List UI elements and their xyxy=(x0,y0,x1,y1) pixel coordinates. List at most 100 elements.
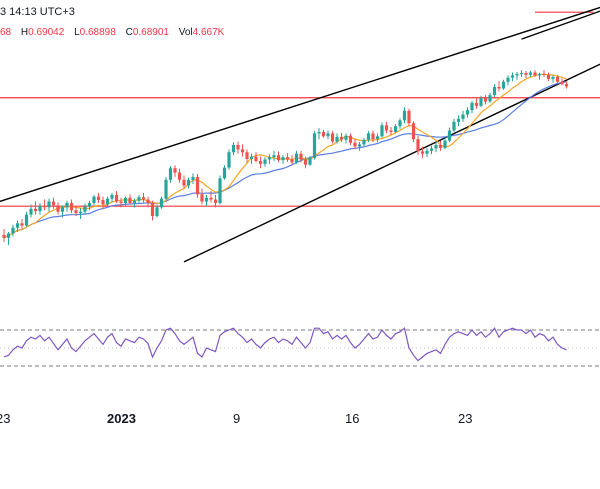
candle xyxy=(213,194,218,208)
candle-body xyxy=(317,131,321,134)
candle xyxy=(524,71,528,79)
candle-body xyxy=(452,121,456,131)
candle-body xyxy=(11,227,15,234)
rsi-pane[interactable] xyxy=(0,293,600,403)
candle-body xyxy=(78,211,83,214)
candle xyxy=(294,150,299,164)
candle xyxy=(416,135,420,156)
price-pane[interactable] xyxy=(0,0,600,290)
candle-body xyxy=(456,118,461,122)
candle-body xyxy=(218,178,222,203)
candle-body xyxy=(339,136,344,140)
candle-body xyxy=(353,142,357,147)
candle-body xyxy=(164,179,168,199)
channel-line-1 xyxy=(183,63,600,263)
candle xyxy=(38,203,42,215)
candle-body xyxy=(506,77,510,82)
open-value: 68 xyxy=(0,27,12,38)
candle xyxy=(24,211,29,227)
candle-body xyxy=(83,206,87,212)
candle-body xyxy=(546,74,551,79)
candle xyxy=(501,79,506,90)
candle-body xyxy=(510,75,515,78)
candle xyxy=(542,70,546,77)
candle-body xyxy=(258,160,263,164)
candle-body xyxy=(240,149,245,153)
candle-body xyxy=(335,136,339,142)
candle xyxy=(186,177,191,189)
candle-body xyxy=(2,234,6,238)
candle xyxy=(510,72,515,82)
candle-body xyxy=(38,205,42,212)
candle xyxy=(15,220,20,232)
candle-body xyxy=(564,84,569,87)
candle xyxy=(51,197,56,209)
close-value: 0.68901 xyxy=(132,27,169,38)
candle xyxy=(393,124,398,134)
candle xyxy=(425,147,429,158)
candle-body xyxy=(128,197,132,203)
candle-body xyxy=(191,176,195,180)
candle xyxy=(60,205,65,218)
candle-body xyxy=(87,203,92,207)
candle-body xyxy=(308,158,312,165)
candle-body xyxy=(186,179,191,186)
candle-body xyxy=(407,110,411,124)
candle-body xyxy=(299,153,303,160)
candle-body xyxy=(537,73,542,76)
candle-body xyxy=(173,168,177,173)
candle xyxy=(195,174,200,198)
candle xyxy=(11,224,15,237)
volume-value: 4.667K xyxy=(192,27,225,38)
candle xyxy=(267,154,272,164)
candle-body xyxy=(560,81,564,85)
candle xyxy=(20,218,24,230)
candle xyxy=(474,98,479,109)
candle xyxy=(434,142,438,153)
candle-body xyxy=(6,233,11,238)
candle-body xyxy=(92,196,96,203)
candle-body xyxy=(114,194,119,202)
candle-body xyxy=(357,144,362,147)
time-axis-label: 23 xyxy=(458,411,472,426)
candle xyxy=(240,144,245,157)
candle-body xyxy=(398,120,402,127)
candle-body xyxy=(231,145,236,153)
candle xyxy=(479,95,483,108)
candle-body xyxy=(182,179,186,186)
candle xyxy=(326,130,330,140)
candle-body xyxy=(20,223,24,226)
candle xyxy=(155,204,159,218)
candle-body xyxy=(425,150,429,154)
candle xyxy=(429,145,434,155)
candle xyxy=(258,156,263,169)
candle-body xyxy=(56,205,60,212)
candle xyxy=(276,151,281,163)
candle xyxy=(164,176,168,201)
candle-body xyxy=(236,145,240,150)
time-axis[interactable]: 23 2023 9 16 23 xyxy=(0,400,600,489)
candle xyxy=(281,155,285,164)
candle-body xyxy=(461,114,465,119)
candle xyxy=(443,137,447,150)
candle xyxy=(317,128,321,140)
candle-body xyxy=(326,133,330,137)
candle-body xyxy=(443,140,447,148)
candle xyxy=(344,133,348,144)
candle xyxy=(285,153,290,162)
candle-body xyxy=(488,95,492,102)
candle xyxy=(173,165,177,177)
low-value: 0.68898 xyxy=(79,27,116,38)
candle-body xyxy=(492,87,497,96)
ma-slow-line xyxy=(3,81,567,239)
candle xyxy=(456,115,461,127)
candle xyxy=(515,71,519,80)
candle xyxy=(452,118,456,132)
candle-body xyxy=(168,168,173,180)
candle-body xyxy=(519,73,524,75)
candle xyxy=(398,118,402,130)
candle xyxy=(533,70,537,77)
candle xyxy=(407,108,411,127)
candle-body xyxy=(74,210,78,214)
